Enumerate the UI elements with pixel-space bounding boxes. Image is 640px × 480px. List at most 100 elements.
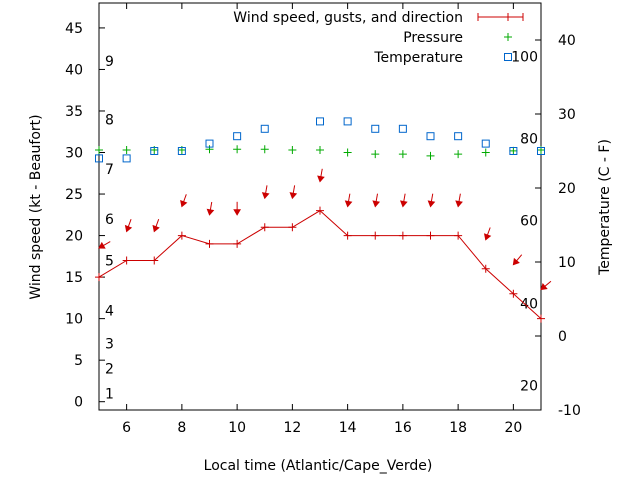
temperature-point	[205, 139, 214, 148]
temperature-point	[537, 147, 545, 155]
y-axis-label: Wind speed (kt - Beaufort)	[28, 114, 44, 299]
temperature-point	[343, 117, 352, 126]
beaufort-label: 2	[105, 361, 114, 377]
pressure-point	[260, 145, 269, 154]
pressure-point	[509, 146, 518, 155]
temperature-point	[177, 147, 186, 155]
wind-speed-point	[371, 231, 380, 240]
wind-arrow-head	[344, 200, 353, 208]
wind-speed-point	[481, 264, 490, 273]
wind-gust-arrow	[512, 254, 523, 266]
legend-label-wind: Wind speed, gusts, and direction	[233, 10, 463, 26]
wind-speed-point	[288, 223, 297, 232]
pressure-point	[398, 150, 407, 159]
wind-arrow-head	[233, 209, 242, 216]
wind-arrow-head	[152, 224, 160, 233]
beaufort-label: 1	[105, 386, 114, 402]
pressure-point	[233, 145, 242, 154]
y-tick-label: 0	[74, 395, 83, 411]
legend: Wind speed, gusts, and direction Pressure…	[233, 10, 524, 66]
wind-speed-point	[509, 289, 518, 298]
y2-tick-label: 30	[558, 107, 576, 123]
temperature-point	[426, 132, 435, 141]
wind-gust-arrow	[483, 227, 492, 241]
wind-gust-arrow	[289, 185, 298, 200]
legend-label-temperature: Temperature	[373, 50, 463, 66]
x-tick-label: 20	[504, 420, 522, 436]
y-tick-label: 35	[65, 104, 83, 120]
y-tick-label: 25	[65, 187, 83, 203]
tick-marks	[99, 3, 541, 411]
wind-arrow-head	[98, 241, 106, 249]
wind-speed-point	[260, 223, 269, 232]
y2-tick-label: 0	[558, 329, 567, 345]
y-tick-label: 20	[65, 229, 83, 245]
temperature-point	[481, 139, 490, 148]
wind-gust-arrow	[400, 193, 408, 208]
wind-gust-arrow	[124, 219, 133, 233]
beaufort-label: 5	[105, 253, 114, 269]
pressure-point	[481, 148, 490, 157]
pressure-point	[454, 150, 463, 159]
temperature-point	[509, 147, 518, 155]
y2-tick-label: 20	[558, 181, 576, 197]
wind-arrow-head	[512, 257, 520, 266]
temperature-point	[454, 132, 463, 141]
legend-marker-pressure	[504, 33, 512, 41]
pressure-point	[205, 145, 214, 154]
wind-gust-arrow	[98, 241, 111, 249]
wind-speed-point	[150, 256, 159, 265]
y-tick-label: 45	[65, 21, 83, 37]
temperature-point	[371, 124, 380, 133]
wind-speed-point	[95, 273, 103, 282]
temperature-point	[398, 124, 407, 133]
wind-gust-arrow	[455, 193, 463, 208]
y2-tick-label: 10	[558, 255, 576, 271]
beaufort-label: 3	[105, 337, 114, 353]
pressure-point	[288, 146, 297, 155]
wind-gust-arrow	[206, 201, 215, 216]
wind-arrow-head	[317, 175, 325, 183]
plot-frame	[98, 2, 542, 411]
beaufort-label: 8	[105, 112, 114, 128]
pressure-point	[122, 146, 131, 155]
beaufort-label: 4	[105, 303, 114, 319]
wind-gust-arrow	[372, 193, 381, 208]
fahrenheit-label: 80	[520, 131, 538, 147]
temperature-point	[233, 132, 242, 141]
y2-tick-label: -10	[558, 403, 581, 419]
x-tick-label: 14	[339, 420, 357, 436]
pressure-point	[426, 151, 435, 160]
wind-speed-point	[122, 256, 131, 265]
y-tick-label: 5	[74, 353, 83, 369]
wind-speed-point	[316, 206, 324, 215]
wind-arrow-head	[261, 192, 270, 200]
temperature-point	[150, 147, 159, 155]
fahrenheit-label: 100	[511, 49, 538, 65]
legend-label-pressure: Pressure	[403, 30, 463, 46]
fahrenheit-label: 40	[520, 296, 538, 312]
wind-speed-point	[177, 231, 186, 240]
fahrenheit-label: 20	[520, 379, 538, 395]
wind-speed-line	[98, 210, 542, 320]
temperature-point	[260, 124, 269, 133]
x-tick-label: 10	[228, 420, 246, 436]
tick-labels: 6 8 10 12 14 16 18 20051015202530354045-1001020…	[65, 21, 581, 436]
wind-gust-arrow	[427, 193, 436, 208]
x-tick-label: 8	[177, 420, 186, 436]
wind-gust-arrow	[180, 194, 188, 208]
wind-gust-arrow	[261, 185, 270, 200]
pressure-point	[95, 146, 103, 155]
temperature-point	[122, 154, 131, 163]
y-tick-label: 30	[65, 146, 83, 162]
beaufort-label: 9	[105, 54, 114, 70]
wind-speed-point	[233, 239, 242, 248]
wind-gust-arrow	[152, 219, 160, 233]
y2-tick-label: 40	[558, 33, 576, 49]
y-tick-label: 10	[65, 312, 83, 328]
wind-gust-arrow	[344, 193, 353, 208]
fahrenheit-label: 60	[520, 214, 538, 230]
wind-arrow-head	[427, 200, 436, 208]
wind-arrow-head	[206, 208, 215, 216]
